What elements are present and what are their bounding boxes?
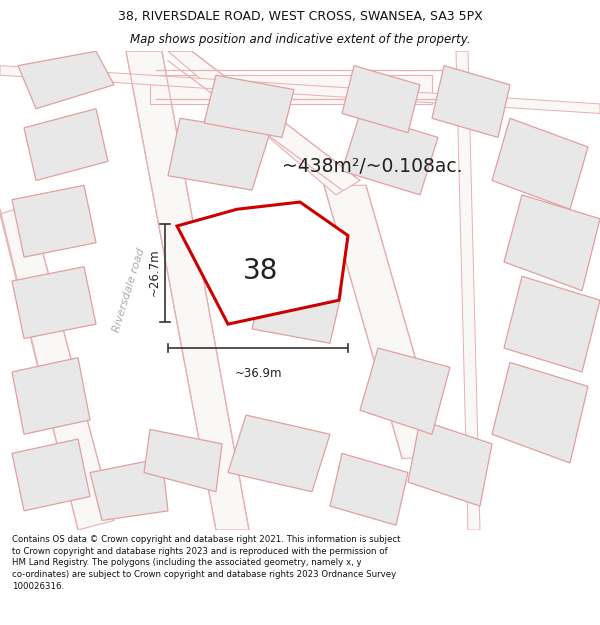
Polygon shape bbox=[504, 276, 600, 372]
Polygon shape bbox=[456, 51, 480, 530]
Polygon shape bbox=[342, 114, 438, 195]
Polygon shape bbox=[24, 109, 108, 181]
Polygon shape bbox=[144, 429, 222, 492]
Text: 38, RIVERSDALE ROAD, WEST CROSS, SWANSEA, SA3 5PX: 38, RIVERSDALE ROAD, WEST CROSS, SWANSEA… bbox=[118, 10, 482, 23]
Text: 38: 38 bbox=[244, 258, 278, 286]
Polygon shape bbox=[90, 458, 168, 521]
Polygon shape bbox=[342, 66, 420, 132]
Polygon shape bbox=[204, 75, 294, 138]
Polygon shape bbox=[126, 51, 249, 530]
Polygon shape bbox=[12, 357, 90, 434]
Polygon shape bbox=[330, 453, 408, 525]
Polygon shape bbox=[0, 204, 114, 530]
Polygon shape bbox=[168, 118, 270, 190]
Polygon shape bbox=[12, 267, 96, 339]
Polygon shape bbox=[492, 118, 588, 209]
Polygon shape bbox=[150, 75, 432, 104]
Polygon shape bbox=[12, 185, 96, 257]
Polygon shape bbox=[408, 420, 492, 506]
Polygon shape bbox=[177, 202, 348, 324]
Polygon shape bbox=[246, 209, 330, 281]
Polygon shape bbox=[504, 195, 600, 291]
Polygon shape bbox=[0, 66, 600, 114]
Polygon shape bbox=[360, 348, 450, 434]
Text: Contains OS data © Crown copyright and database right 2021. This information is : Contains OS data © Crown copyright and d… bbox=[12, 535, 401, 591]
Text: ~26.7m: ~26.7m bbox=[148, 249, 161, 296]
Polygon shape bbox=[228, 415, 330, 492]
Polygon shape bbox=[432, 66, 510, 138]
Text: ~438m²/~0.108ac.: ~438m²/~0.108ac. bbox=[282, 157, 463, 176]
Text: Riversdale road: Riversdale road bbox=[112, 248, 146, 334]
Polygon shape bbox=[324, 185, 444, 458]
Polygon shape bbox=[18, 51, 114, 109]
Polygon shape bbox=[12, 439, 90, 511]
Polygon shape bbox=[492, 362, 588, 463]
Text: ~36.9m: ~36.9m bbox=[234, 368, 282, 380]
Polygon shape bbox=[168, 51, 360, 195]
Text: Map shows position and indicative extent of the property.: Map shows position and indicative extent… bbox=[130, 33, 470, 46]
Polygon shape bbox=[252, 276, 342, 343]
